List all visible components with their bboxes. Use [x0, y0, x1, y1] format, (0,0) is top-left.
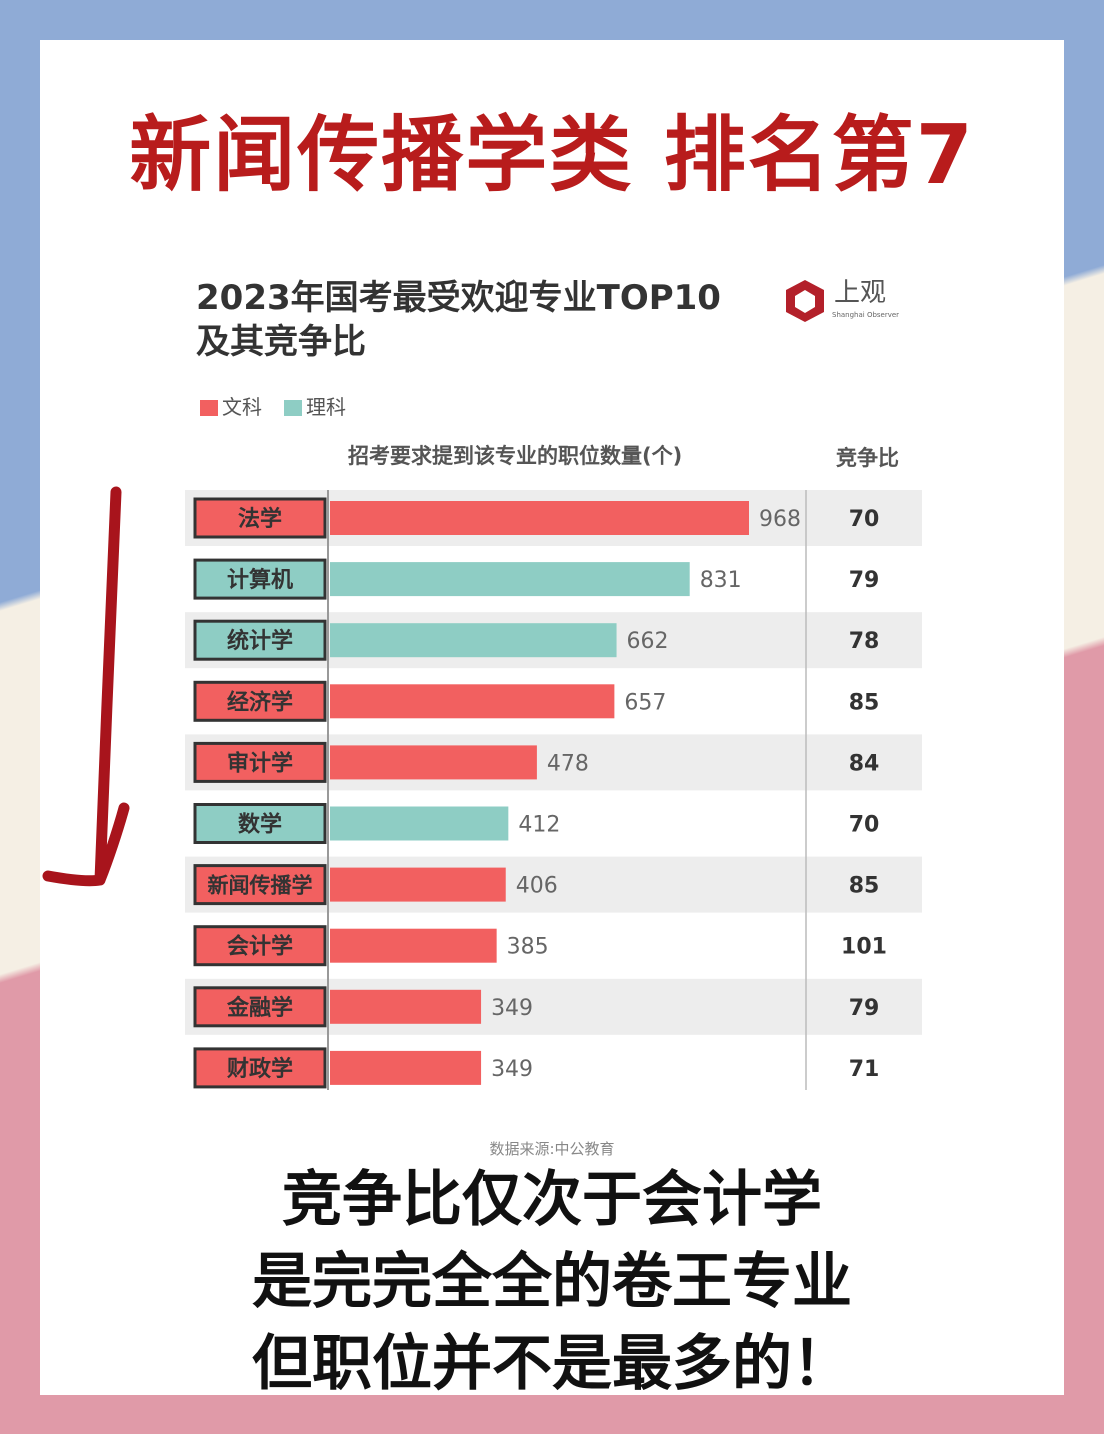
category-label-box: [193, 803, 327, 844]
category-label-box: [193, 680, 327, 722]
category-label: 财政学: [227, 1056, 293, 1082]
red-arrow-icon: [42, 486, 130, 887]
value-label: 478: [547, 751, 589, 776]
bar-7: [330, 867, 506, 902]
ratio-label: 85: [849, 874, 880, 899]
caption-line-1: 竞争比仅次于会计学: [282, 1165, 822, 1235]
data-source: 数据来源:中公教育: [489, 1140, 615, 1158]
value-label: 406: [516, 874, 558, 899]
bar-1: [330, 501, 749, 535]
bar-2: [330, 562, 690, 597]
value-label: 412: [518, 813, 560, 838]
bar-10: [330, 1050, 482, 1085]
value-label: 662: [627, 629, 669, 654]
category-label-box: [193, 1047, 327, 1089]
ratio-label: 85: [849, 690, 880, 715]
category-label: 统计学: [227, 628, 293, 654]
value-label: 968: [759, 507, 801, 532]
chart-title-line1: 2023年国考最受欢迎专业TOP10: [196, 278, 721, 318]
headline: 新闻传播学类 排名第7: [129, 108, 975, 203]
ratio-label: 70: [849, 813, 880, 838]
category-label: 会计学: [227, 934, 293, 960]
ratio-label: 71: [849, 1057, 880, 1082]
category-label-box: [193, 497, 327, 539]
ratio-label: 101: [841, 935, 887, 960]
value-label: 657: [624, 690, 666, 715]
value-label: 385: [507, 935, 549, 960]
chart-subtitle: 及其竞争比: [196, 322, 366, 362]
ratio-label: 79: [849, 996, 880, 1021]
category-label: 经济学: [227, 689, 293, 715]
bar-4: [330, 684, 615, 719]
logo-hexagon-icon: [786, 280, 824, 322]
bar-8: [330, 928, 497, 963]
category-label-box: [193, 986, 327, 1028]
legend: 文科 理科: [200, 394, 346, 420]
bar-6: [330, 806, 509, 841]
category-label: 计算机: [227, 567, 293, 593]
category-label: 审计学: [227, 750, 293, 776]
bar-5: [330, 745, 537, 780]
bar-3: [330, 623, 617, 658]
ratio-label: 78: [849, 629, 880, 654]
value-label: 831: [700, 568, 742, 593]
category-label: 法学: [238, 506, 282, 532]
value-label: 349: [491, 1057, 533, 1082]
ratio-label: 84: [849, 751, 880, 776]
bar-9: [330, 989, 482, 1024]
value-label: 349: [491, 996, 533, 1021]
logo-subtext: Shanghai Observer: [832, 311, 900, 319]
caption-line-3: 但职位并不是最多的！: [252, 1329, 852, 1399]
category-label-box: [193, 864, 327, 906]
x-axis-title: 招考要求提到该专业的职位数量(个): [348, 444, 683, 468]
category-label-box: [193, 925, 327, 967]
category-label-box: [193, 619, 327, 661]
ratio-label: 70: [849, 507, 880, 532]
category-label: 新闻传播学: [208, 874, 313, 898]
category-label-box: [193, 741, 327, 783]
legend-item-like: 理科: [284, 394, 346, 420]
chart-title: 2023年国考最受欢迎专业TOP10 及其竞争比: [196, 276, 721, 364]
shanghai-observer-logo: 上观 Shanghai Observer: [782, 278, 912, 328]
ratio-label: 79: [849, 568, 880, 593]
category-label: 金融学: [226, 995, 293, 1021]
caption-line-2: 是完完全全的卷王专业: [252, 1247, 852, 1317]
category-label-box: [193, 558, 327, 600]
ratio-column-header: 竞争比: [836, 446, 899, 470]
logo-text: 上观: [834, 278, 887, 308]
category-label: 数学: [238, 812, 282, 838]
legend-item-wenke: 文科: [200, 394, 262, 420]
